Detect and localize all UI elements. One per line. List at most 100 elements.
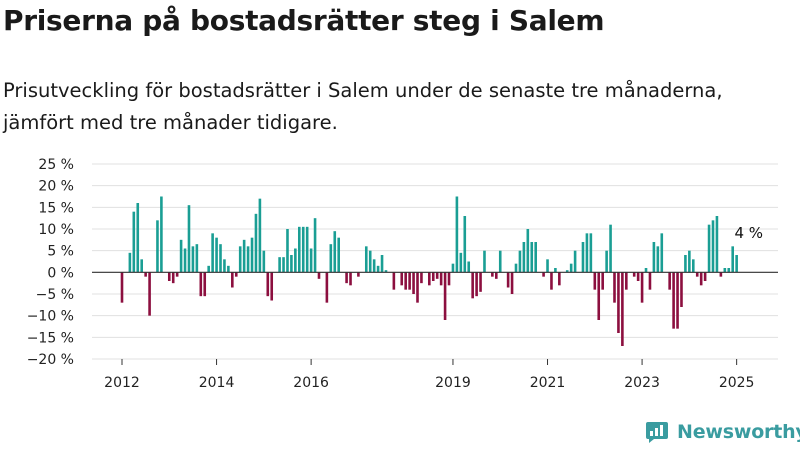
bar (223, 259, 226, 273)
bar (506, 272, 510, 288)
bar (459, 252, 463, 273)
bar (660, 233, 664, 273)
bar (313, 218, 317, 273)
x-tick-label: 2016 (293, 375, 329, 391)
bar (636, 272, 640, 281)
bar (140, 259, 143, 273)
bar (581, 242, 585, 273)
bar (491, 272, 494, 277)
bar (203, 272, 207, 297)
bar (420, 272, 423, 284)
bar (723, 268, 727, 273)
bar (171, 272, 175, 284)
bar (431, 272, 435, 281)
bar (258, 198, 262, 273)
chart-subtitle: Prisutveckling för bostadsrätter i Salem… (3, 79, 723, 134)
bar (266, 272, 270, 297)
bar (282, 257, 285, 273)
bar (227, 265, 230, 273)
bar (384, 270, 388, 273)
x-tick-label: 2014 (199, 375, 235, 391)
bar (179, 239, 183, 273)
bar (601, 272, 604, 290)
y-tick-label: −5 % (36, 287, 74, 303)
bar (526, 229, 530, 273)
bar (644, 268, 648, 273)
bar (325, 272, 329, 303)
bar (262, 250, 266, 273)
bar (144, 272, 147, 277)
bar (270, 272, 274, 301)
bar (447, 272, 451, 286)
bar (392, 272, 396, 290)
bar (688, 250, 691, 273)
bar (443, 272, 447, 320)
bar (656, 246, 660, 273)
y-tick-label: 25 % (38, 157, 74, 173)
newsworthy-logo: Newsworthy (645, 420, 800, 444)
bar (128, 252, 132, 273)
bar (625, 272, 628, 290)
bar (593, 272, 597, 290)
annotations: 4 % (734, 224, 763, 242)
bar (703, 272, 707, 281)
bar (735, 255, 738, 273)
bar (435, 272, 439, 279)
bar (337, 237, 340, 273)
bar (605, 250, 608, 273)
bar (404, 272, 407, 290)
bar (160, 196, 163, 273)
bar (199, 272, 203, 297)
bar (550, 272, 553, 290)
bar (416, 272, 419, 303)
bar-chart: 25 % 20 % 15 % 10 % 5 % 0 % −5 % −10 % −15 % −20 … (27, 157, 778, 391)
bar (613, 272, 616, 303)
bar (132, 211, 136, 273)
bar (286, 229, 289, 273)
bar (380, 255, 384, 273)
bar (680, 272, 683, 307)
bar (167, 272, 171, 281)
bar (585, 233, 589, 273)
y-tick-label: −10 % (27, 309, 74, 325)
bar (195, 244, 199, 273)
bar (707, 224, 711, 273)
bar (617, 272, 620, 333)
bar (451, 263, 455, 273)
bar (672, 272, 675, 329)
bar (522, 242, 526, 273)
bar (727, 268, 731, 273)
bar (305, 226, 309, 273)
bar (439, 272, 443, 286)
bar (219, 244, 222, 273)
bar (542, 272, 545, 277)
y-tick-label: 15 % (38, 200, 74, 216)
bar (530, 242, 534, 273)
bar (711, 220, 715, 273)
bar (719, 272, 723, 277)
bar (692, 259, 695, 273)
bar (215, 237, 218, 273)
bar (731, 246, 734, 273)
bar (294, 248, 297, 273)
bar (250, 237, 254, 273)
bar (569, 263, 573, 273)
bar (715, 216, 719, 273)
y-tick-label: −15 % (27, 330, 74, 346)
bar (278, 257, 281, 273)
bar (183, 248, 187, 273)
last-value-label: 4 % (734, 224, 763, 242)
bar (428, 272, 431, 286)
bar (699, 272, 703, 286)
bar (349, 272, 352, 286)
bar (309, 248, 313, 273)
grid-lines (92, 163, 778, 360)
bar (648, 272, 652, 290)
bar (191, 246, 195, 273)
bar (298, 226, 301, 273)
bar (357, 272, 360, 277)
bar (120, 272, 124, 303)
bar (558, 272, 561, 286)
bar (317, 272, 321, 279)
bar (400, 272, 404, 286)
